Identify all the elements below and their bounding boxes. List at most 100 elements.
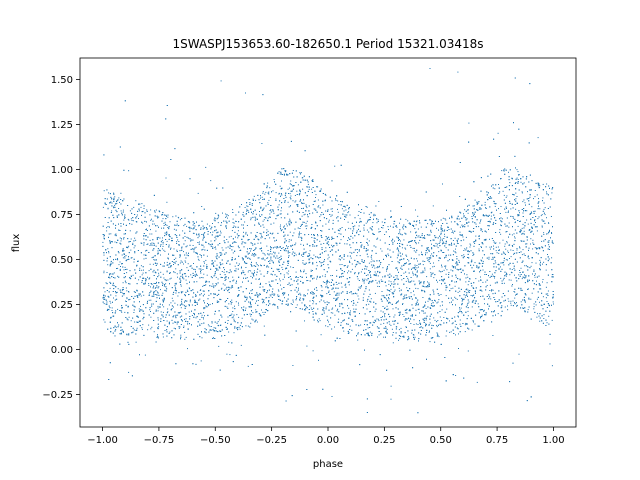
data-point xyxy=(217,222,219,224)
data-point xyxy=(399,246,401,247)
data-point xyxy=(320,334,322,336)
data-point xyxy=(282,278,284,280)
data-point xyxy=(322,204,324,206)
data-point xyxy=(503,260,505,262)
data-point xyxy=(541,304,543,306)
data-point xyxy=(298,287,299,289)
data-point xyxy=(308,234,310,235)
data-point xyxy=(174,283,176,285)
data-point xyxy=(435,300,436,302)
data-point xyxy=(268,199,270,201)
data-point xyxy=(515,208,517,210)
data-point xyxy=(140,206,142,208)
data-point xyxy=(377,285,379,287)
data-point xyxy=(526,236,528,238)
data-point xyxy=(440,231,442,233)
data-point xyxy=(195,317,197,319)
data-point xyxy=(415,309,417,311)
data-point xyxy=(141,242,143,244)
data-point xyxy=(497,246,499,248)
data-point xyxy=(390,398,392,400)
data-point xyxy=(424,261,426,262)
data-point xyxy=(139,267,141,269)
data-point xyxy=(213,327,215,329)
data-point xyxy=(295,254,297,256)
data-point xyxy=(234,327,236,329)
data-point xyxy=(547,233,549,235)
data-point xyxy=(533,271,535,272)
data-point xyxy=(455,252,457,254)
data-point xyxy=(149,263,151,265)
data-point xyxy=(432,305,434,307)
data-point xyxy=(127,218,129,220)
data-point xyxy=(177,276,178,278)
data-point xyxy=(459,323,461,325)
data-point xyxy=(170,302,172,304)
data-point xyxy=(241,317,243,319)
data-point xyxy=(459,279,461,281)
data-point xyxy=(465,236,467,238)
data-point xyxy=(150,299,152,301)
data-point xyxy=(278,171,280,173)
data-point xyxy=(108,192,110,194)
data-point xyxy=(458,259,460,261)
data-point xyxy=(383,336,385,338)
data-point xyxy=(290,222,292,224)
data-point xyxy=(153,223,155,225)
data-point xyxy=(166,224,168,226)
data-point xyxy=(327,287,329,289)
data-point xyxy=(493,245,494,247)
data-point xyxy=(381,281,383,282)
data-point xyxy=(159,250,161,252)
data-point xyxy=(337,297,339,299)
data-point xyxy=(269,197,271,198)
data-point xyxy=(349,314,351,316)
data-point xyxy=(502,239,504,241)
data-point xyxy=(374,310,376,312)
data-point xyxy=(405,326,407,328)
data-point xyxy=(539,185,541,187)
data-point xyxy=(205,166,207,168)
data-point xyxy=(305,228,307,230)
data-point xyxy=(294,195,296,196)
data-point xyxy=(541,214,543,216)
data-point xyxy=(216,264,218,266)
data-point xyxy=(551,319,553,321)
data-point xyxy=(131,220,133,221)
data-point xyxy=(213,219,215,221)
data-point xyxy=(444,229,446,231)
data-point xyxy=(246,277,248,279)
data-point xyxy=(533,198,534,200)
data-point xyxy=(240,344,242,346)
data-point xyxy=(162,218,164,220)
data-point xyxy=(357,214,359,216)
data-point xyxy=(232,307,234,309)
data-point xyxy=(225,213,227,215)
data-point xyxy=(431,243,432,245)
data-point xyxy=(357,288,359,290)
data-point xyxy=(303,263,305,265)
data-point xyxy=(341,286,343,288)
data-point xyxy=(109,273,111,274)
data-point xyxy=(368,303,370,305)
data-point xyxy=(215,248,217,250)
data-point xyxy=(213,287,215,289)
data-point xyxy=(496,252,498,254)
data-point xyxy=(199,290,201,291)
data-point xyxy=(300,226,302,227)
data-point xyxy=(331,208,333,210)
data-point xyxy=(114,196,116,198)
data-point xyxy=(268,266,270,268)
data-point xyxy=(449,302,451,304)
data-point xyxy=(262,252,264,254)
data-point xyxy=(541,240,543,242)
data-point xyxy=(322,307,324,309)
data-point xyxy=(455,375,457,376)
data-point xyxy=(449,331,451,333)
data-point xyxy=(243,271,245,273)
data-point xyxy=(115,291,116,292)
data-point xyxy=(267,202,269,204)
scatter-points xyxy=(102,68,554,414)
data-point xyxy=(416,258,418,260)
